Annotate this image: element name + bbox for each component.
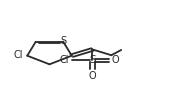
Text: O: O	[89, 71, 96, 81]
Text: Cl: Cl	[13, 50, 23, 60]
Text: O: O	[111, 55, 119, 65]
Text: Cl: Cl	[59, 55, 69, 65]
Text: S: S	[89, 55, 96, 65]
Text: S: S	[60, 36, 66, 46]
